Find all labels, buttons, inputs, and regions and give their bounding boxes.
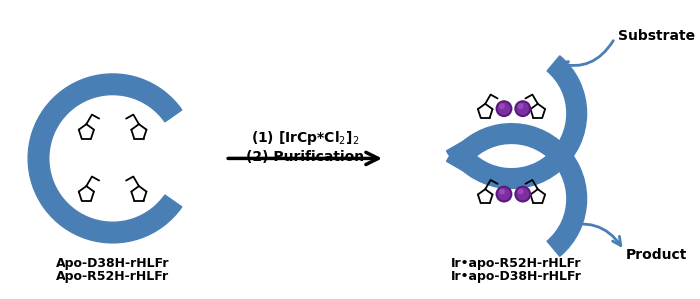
Circle shape (514, 100, 531, 117)
Circle shape (499, 189, 505, 195)
Circle shape (518, 103, 524, 109)
Wedge shape (447, 124, 587, 256)
Text: Ir•apo-R52H-rHLFr: Ir•apo-R52H-rHLFr (451, 257, 582, 270)
Circle shape (498, 102, 510, 115)
Circle shape (496, 186, 512, 202)
Circle shape (496, 100, 512, 117)
Circle shape (514, 186, 531, 202)
Text: Apo-D38H-rHLFr: Apo-D38H-rHLFr (56, 257, 169, 270)
Wedge shape (28, 74, 182, 243)
Text: Product: Product (626, 248, 687, 262)
Text: (1) [IrCp*Cl$_2$]$_2$: (1) [IrCp*Cl$_2$]$_2$ (251, 129, 359, 147)
Circle shape (518, 189, 524, 195)
Text: Ir•apo-D38H-rHLFr: Ir•apo-D38H-rHLFr (451, 270, 582, 283)
Circle shape (499, 103, 505, 109)
Text: Substrate: Substrate (617, 29, 694, 43)
Circle shape (517, 102, 529, 115)
Circle shape (517, 188, 529, 200)
Text: Apo-R52H-rHLFr: Apo-R52H-rHLFr (56, 270, 169, 283)
Wedge shape (447, 56, 587, 188)
Text: (2) Purification: (2) Purification (246, 150, 364, 164)
Circle shape (498, 188, 510, 200)
